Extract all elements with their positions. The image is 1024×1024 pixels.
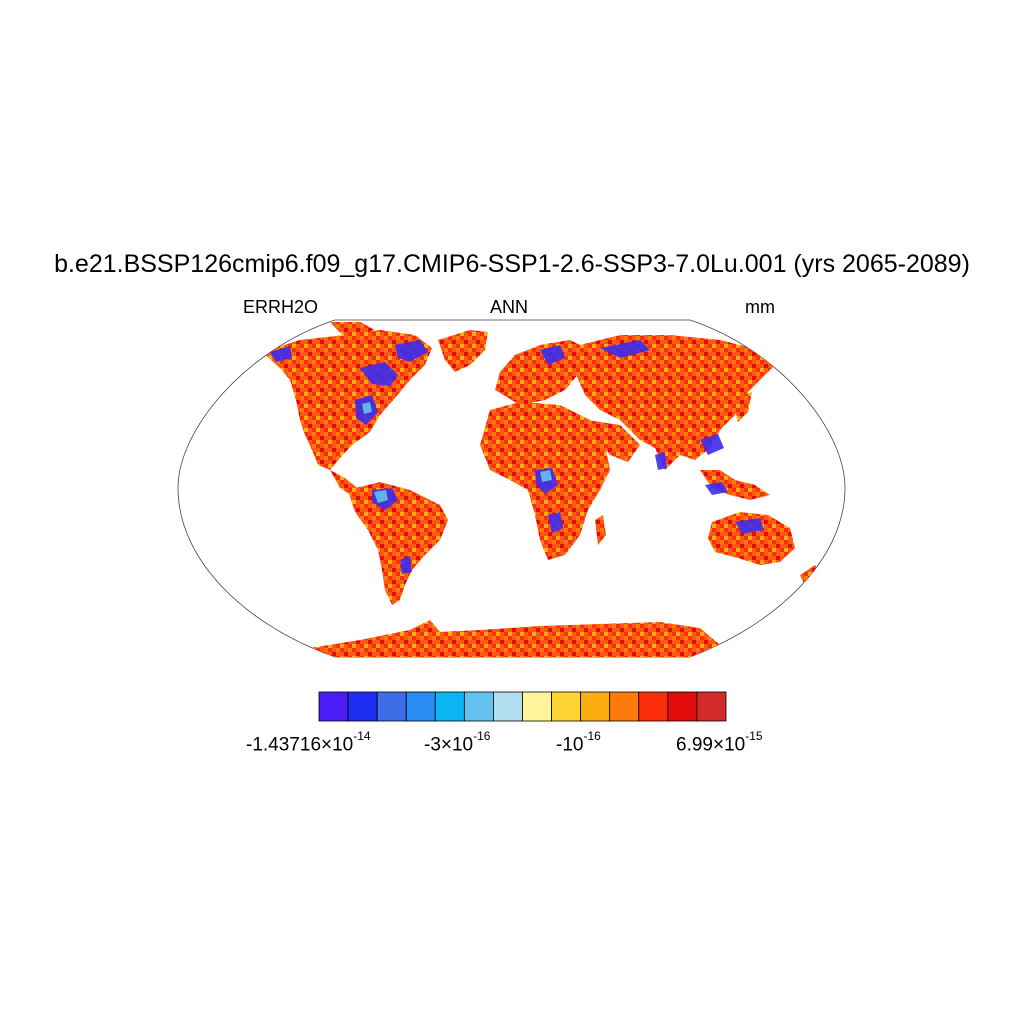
colorbar-label-2: -3×10-16 [424, 729, 491, 756]
colorbar-box [522, 691, 552, 722]
colorbar-box [493, 691, 523, 722]
colorbar-box [551, 691, 582, 722]
colorbar-box [405, 691, 436, 722]
asia [575, 335, 775, 470]
colorbar-box [638, 691, 669, 722]
europe [495, 340, 590, 405]
season-label: ANN [490, 297, 529, 317]
australia [708, 512, 795, 565]
colorbar-box [667, 691, 698, 722]
colorbar-label-3: -10-16 [556, 729, 601, 756]
colorbar-box [347, 691, 378, 722]
north-america [262, 330, 432, 470]
colorbar-box [434, 691, 465, 722]
colorbar-box [696, 691, 727, 722]
light-blue-patches [362, 402, 552, 503]
greenland [438, 330, 488, 372]
colorbar-box [463, 691, 494, 722]
colorbar-box [318, 691, 349, 722]
colorbar-box [580, 691, 611, 722]
units-label: mm [745, 297, 775, 317]
plot-title: b.e21.BSSP126cmip6.f09_g17.CMIP6-SSP1-2.… [54, 250, 970, 278]
antarctica [300, 620, 720, 657]
colorbar-box [609, 691, 640, 722]
south-america [348, 482, 448, 605]
variable-label: ERRH2O [243, 297, 319, 317]
colorbar-label-min: -1.43716×10-14 [246, 729, 371, 756]
colorbar-label-max: 6.99×10-15 [676, 729, 763, 756]
colorbar-box [376, 691, 407, 722]
land-masses [262, 322, 822, 657]
